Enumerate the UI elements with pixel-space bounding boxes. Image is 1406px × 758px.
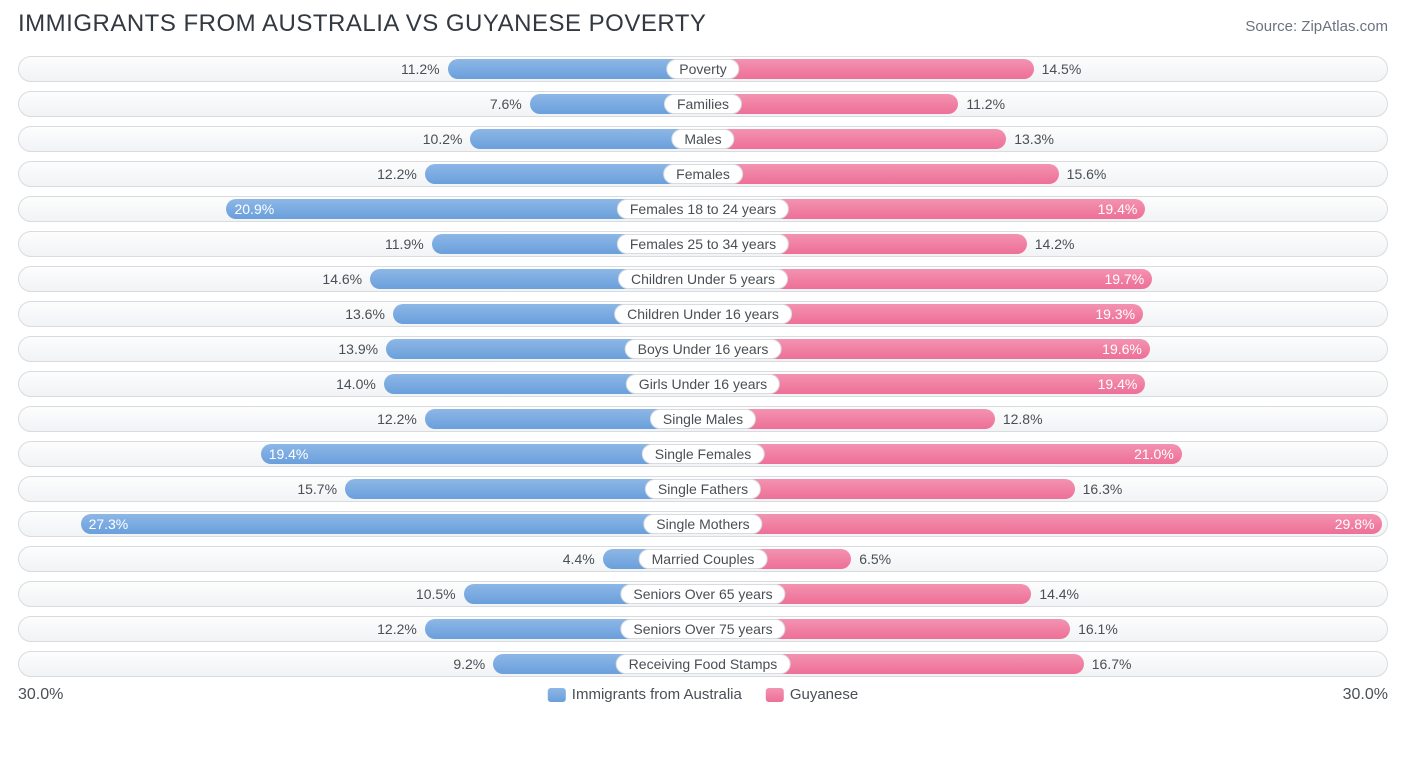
chart-row: 14.6% 19.7% Children Under 5 years xyxy=(18,266,1388,292)
value-right: 19.7% xyxy=(1104,267,1144,291)
value-left: 4.4% xyxy=(563,547,595,571)
chart-row: 19.4% 21.0% Single Females xyxy=(18,441,1388,467)
value-right: 19.6% xyxy=(1102,337,1142,361)
value-left: 7.6% xyxy=(490,92,522,116)
legend-swatch-left-icon xyxy=(548,688,566,702)
source-prefix: Source: xyxy=(1245,18,1301,35)
bar-left xyxy=(81,514,703,534)
chart-header: IMMIGRANTS FROM AUSTRALIA VS GUYANESE PO… xyxy=(18,10,1388,38)
chart-row: 11.2% 14.5% Poverty xyxy=(18,56,1388,82)
value-left: 12.2% xyxy=(377,617,417,641)
category-label: Children Under 16 years xyxy=(614,304,792,324)
chart-row: 12.2% 16.1% Seniors Over 75 years xyxy=(18,616,1388,642)
bar-left xyxy=(448,59,703,79)
legend-item-right: Guyanese xyxy=(766,686,858,703)
category-label: Single Males xyxy=(650,409,756,429)
chart-footer: 30.0% Immigrants from Australia Guyanese… xyxy=(18,686,1388,714)
value-left: 14.6% xyxy=(322,267,362,291)
category-label: Boys Under 16 years xyxy=(625,339,782,359)
category-label: Single Fathers xyxy=(645,479,761,499)
chart-row: 12.2% 15.6% Females xyxy=(18,161,1388,187)
value-left: 13.9% xyxy=(338,337,378,361)
value-right: 16.7% xyxy=(1092,652,1132,676)
chart-legend: Immigrants from Australia Guyanese xyxy=(548,686,858,703)
bar-right xyxy=(703,514,1382,534)
value-left: 27.3% xyxy=(89,512,129,536)
value-right: 11.2% xyxy=(966,92,1005,116)
category-label: Receiving Food Stamps xyxy=(616,654,791,674)
value-right: 13.3% xyxy=(1014,127,1054,151)
category-label: Seniors Over 75 years xyxy=(620,619,785,639)
legend-label-right: Guyanese xyxy=(790,686,858,703)
chart-row: 9.2% 16.7% Receiving Food Stamps xyxy=(18,651,1388,677)
chart-row: 10.2% 13.3% Males xyxy=(18,126,1388,152)
bar-right xyxy=(703,164,1059,184)
value-left: 12.2% xyxy=(377,162,417,186)
chart-row: 11.9% 14.2% Females 25 to 34 years xyxy=(18,231,1388,257)
axis-max-left: 30.0% xyxy=(18,686,63,704)
chart-row: 13.6% 19.3% Children Under 16 years xyxy=(18,301,1388,327)
chart-row: 27.3% 29.8% Single Mothers xyxy=(18,511,1388,537)
chart-source: Source: ZipAtlas.com xyxy=(1245,18,1388,35)
value-left: 11.9% xyxy=(385,232,424,256)
value-left: 15.7% xyxy=(297,477,337,501)
category-label: Girls Under 16 years xyxy=(626,374,780,394)
value-left: 9.2% xyxy=(453,652,485,676)
axis-max-right: 30.0% xyxy=(1343,686,1388,704)
chart-row: 13.9% 19.6% Boys Under 16 years xyxy=(18,336,1388,362)
value-right: 21.0% xyxy=(1134,442,1174,466)
category-label: Families xyxy=(664,94,742,114)
chart-row: 7.6% 11.2% Families xyxy=(18,91,1388,117)
value-right: 29.8% xyxy=(1335,512,1375,536)
category-label: Seniors Over 65 years xyxy=(620,584,785,604)
category-label: Married Couples xyxy=(639,549,768,569)
bar-left xyxy=(261,444,703,464)
value-right: 15.6% xyxy=(1067,162,1107,186)
category-label: Children Under 5 years xyxy=(618,269,788,289)
value-left: 14.0% xyxy=(336,372,376,396)
value-right: 19.4% xyxy=(1098,372,1138,396)
value-left: 12.2% xyxy=(377,407,417,431)
category-label: Females 25 to 34 years xyxy=(617,234,789,254)
legend-item-left: Immigrants from Australia xyxy=(548,686,742,703)
bar-right xyxy=(703,444,1182,464)
category-label: Poverty xyxy=(666,59,739,79)
bar-right xyxy=(703,59,1034,79)
chart-row: 10.5% 14.4% Seniors Over 65 years xyxy=(18,581,1388,607)
bar-left xyxy=(470,129,703,149)
value-right: 6.5% xyxy=(859,547,891,571)
value-right: 16.1% xyxy=(1078,617,1118,641)
category-label: Single Females xyxy=(642,444,765,464)
bar-left xyxy=(425,164,703,184)
chart-row: 4.4% 6.5% Married Couples xyxy=(18,546,1388,572)
diverging-bar-chart: 11.2%14.5%Poverty7.6%11.2%Families10.2%1… xyxy=(18,56,1388,677)
category-label: Females 18 to 24 years xyxy=(617,199,789,219)
value-left: 19.4% xyxy=(269,442,309,466)
value-left: 10.2% xyxy=(423,127,463,151)
value-right: 14.2% xyxy=(1035,232,1075,256)
legend-swatch-right-icon xyxy=(766,688,784,702)
chart-row: 20.9% 19.4% Females 18 to 24 years xyxy=(18,196,1388,222)
value-left: 11.2% xyxy=(401,57,440,81)
chart-row: 15.7% 16.3% Single Fathers xyxy=(18,476,1388,502)
source-link[interactable]: ZipAtlas.com xyxy=(1301,18,1388,35)
value-right: 14.5% xyxy=(1042,57,1082,81)
value-right: 12.8% xyxy=(1003,407,1043,431)
chart-row: 14.0% 19.4% Girls Under 16 years xyxy=(18,371,1388,397)
category-label: Females xyxy=(663,164,743,184)
value-right: 14.4% xyxy=(1039,582,1079,606)
value-right: 19.3% xyxy=(1095,302,1135,326)
value-left: 13.6% xyxy=(345,302,385,326)
chart-title: IMMIGRANTS FROM AUSTRALIA VS GUYANESE PO… xyxy=(18,10,706,38)
bar-right xyxy=(703,129,1006,149)
category-label: Single Mothers xyxy=(643,514,762,534)
legend-label-left: Immigrants from Australia xyxy=(572,686,742,703)
chart-row: 12.2% 12.8% Single Males xyxy=(18,406,1388,432)
value-right: 16.3% xyxy=(1083,477,1123,501)
value-left: 10.5% xyxy=(416,582,456,606)
category-label: Males xyxy=(671,129,734,149)
value-right: 19.4% xyxy=(1098,197,1138,221)
value-left: 20.9% xyxy=(234,197,274,221)
